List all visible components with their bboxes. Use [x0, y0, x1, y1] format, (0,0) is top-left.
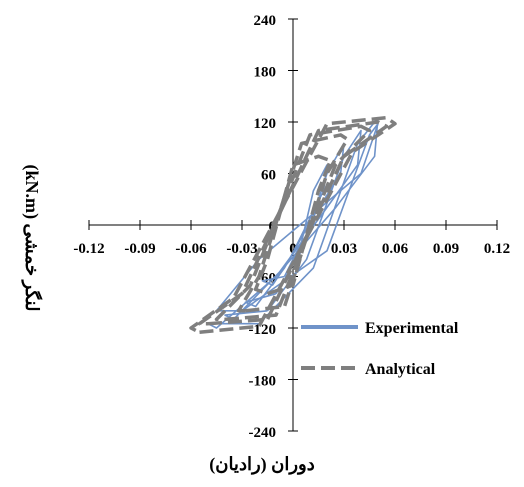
y-tick-label: 60 [261, 168, 276, 184]
series-loop [214, 124, 372, 322]
y-tick-label: -120 [249, 322, 277, 338]
y-tick-label: 120 [254, 116, 277, 132]
x-tick-label: -0.03 [226, 241, 257, 257]
y-tick-label: 240 [254, 13, 277, 29]
series-analytical [189, 115, 397, 335]
x-tick-label: 0.09 [433, 241, 459, 257]
x-tick-label: 0.03 [331, 241, 357, 257]
x-tick-label: -0.09 [124, 241, 155, 257]
legend-label-experimental: Experimental [365, 320, 459, 337]
series-loop [253, 154, 333, 296]
y-tick-label: -180 [249, 374, 277, 390]
y-tick-label: 180 [254, 65, 277, 81]
legend-label-analytical: Analytical [365, 361, 436, 378]
series-experimental [207, 116, 379, 329]
series-loop [197, 120, 389, 326]
x-tick-label: 0.12 [484, 241, 510, 257]
x-tick-label: -0.12 [73, 241, 104, 257]
x-tick-label: 0.06 [382, 241, 409, 257]
x-tick-label: -0.06 [175, 241, 207, 257]
y-axis-label: لنگر خمشی (kN.m) [21, 165, 43, 312]
x-axis-label: دوران (رادیان) [209, 454, 315, 475]
y-tick-label: -240 [249, 425, 277, 441]
series-loop [189, 115, 397, 335]
series [189, 115, 397, 335]
x-ticks: -0.12 -0.09 -0.06 -0.03 0 0.03 0.06 0.09 0.12 [73, 220, 510, 257]
series-loop [207, 116, 379, 329]
series-loop [215, 122, 379, 312]
legend: Experimental Analytical [301, 320, 459, 378]
x-tick-label: 0 [289, 241, 297, 257]
